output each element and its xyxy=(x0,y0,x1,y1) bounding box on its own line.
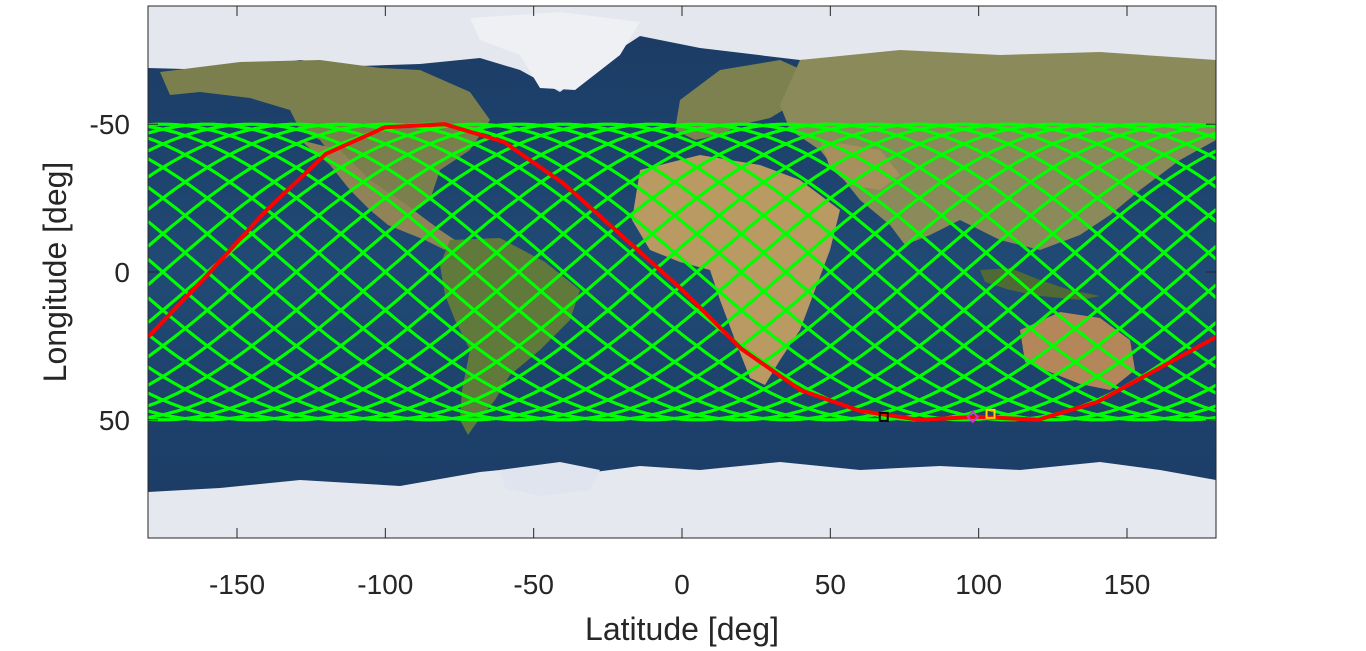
track-marker-0 xyxy=(878,411,889,422)
x-tick-label: -150 xyxy=(209,569,265,600)
world-map-background xyxy=(148,6,1216,538)
x-axis-ticks: -150 -100 -50 0 50 100 150 xyxy=(209,6,1150,600)
ground-track-line xyxy=(148,122,1216,422)
ground-track-line xyxy=(148,122,1216,422)
ground-track-line xyxy=(148,122,1216,422)
y-tick-label: -50 xyxy=(90,109,130,140)
ground-track-line xyxy=(148,122,1216,422)
ground-track-line xyxy=(148,122,1216,422)
ground-track-line xyxy=(148,122,1216,422)
x-tick-label: -100 xyxy=(357,569,413,600)
track-markers xyxy=(878,408,996,424)
y-tick-label: 50 xyxy=(99,405,130,436)
ground-track-line xyxy=(148,122,1216,422)
x-tick-label: -50 xyxy=(513,569,553,600)
ground-tracks xyxy=(148,122,1216,422)
ground-track-line xyxy=(148,122,1216,422)
x-tick-label: 0 xyxy=(674,569,690,600)
track-marker-2 xyxy=(985,408,996,419)
track-marker-1 xyxy=(966,410,980,424)
current-track xyxy=(148,122,1216,422)
ground-track-line xyxy=(148,122,1216,422)
x-tick-label: 100 xyxy=(955,569,1002,600)
ground-track-line xyxy=(148,122,1216,422)
ground-track-line xyxy=(148,122,1216,422)
ground-track-line xyxy=(148,122,1216,422)
ground-track-line xyxy=(148,122,1216,422)
current-track-line xyxy=(148,122,1216,422)
ground-track-line xyxy=(148,122,1216,422)
ground-track-line xyxy=(148,122,1216,422)
ground-track-line xyxy=(148,122,1216,422)
x-axis-label: Latitude [deg] xyxy=(585,611,779,647)
ground-track-line xyxy=(148,122,1216,422)
y-axis-label: Longitude [deg] xyxy=(37,162,73,383)
x-tick-label: 150 xyxy=(1104,569,1151,600)
ground-track-line xyxy=(148,122,1216,422)
y-tick-label: 0 xyxy=(114,257,130,288)
ground-track-line xyxy=(148,122,1216,422)
ground-track-line xyxy=(148,122,1216,422)
y-axis-ticks: -50 0 50 xyxy=(90,109,1216,436)
ground-track-line xyxy=(148,122,1216,422)
x-tick-label: 50 xyxy=(815,569,846,600)
ground-track-line xyxy=(148,122,1216,422)
ground-track-line xyxy=(148,122,1216,422)
